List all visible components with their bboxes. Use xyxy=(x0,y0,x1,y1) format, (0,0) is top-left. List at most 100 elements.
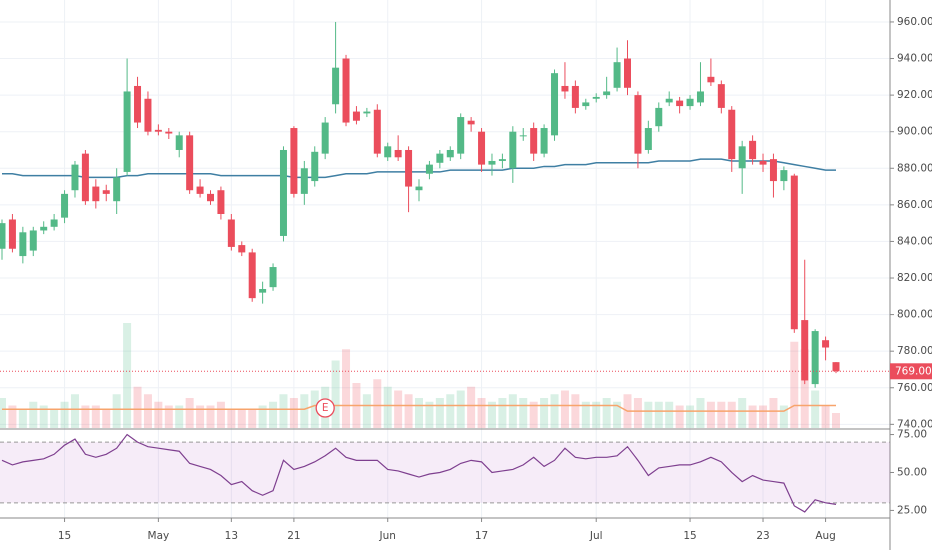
candle-body xyxy=(311,151,319,182)
volume-bar xyxy=(832,413,840,428)
candle-body xyxy=(196,186,204,194)
candle-body xyxy=(154,129,162,132)
candle-body xyxy=(332,67,340,105)
candle-body xyxy=(832,362,840,372)
volume-bar xyxy=(310,390,319,428)
candle-body xyxy=(811,331,819,385)
candle-body xyxy=(686,98,694,107)
candle-body xyxy=(624,58,631,88)
volume-ma-line xyxy=(2,404,836,412)
candle-body xyxy=(415,186,423,191)
candle-body xyxy=(238,245,246,253)
volume-bar xyxy=(487,401,496,428)
candle-body xyxy=(644,128,652,150)
x-tick-label: 21 xyxy=(287,530,300,542)
ma-line xyxy=(2,158,836,179)
volume-bar xyxy=(373,379,382,428)
candle-body xyxy=(571,85,579,108)
candle-body xyxy=(488,160,496,165)
candle-body xyxy=(801,320,809,381)
candle-body xyxy=(19,232,27,257)
x-tick-label: Jun xyxy=(379,530,396,542)
volume-bar xyxy=(269,401,278,428)
candle-body xyxy=(71,164,79,191)
x-tick-label: 17 xyxy=(475,530,488,542)
candle-body xyxy=(405,149,413,187)
volume-bar xyxy=(592,401,601,428)
candle-body xyxy=(790,175,798,330)
candle-body xyxy=(509,131,517,169)
candle-body xyxy=(342,58,350,123)
volume-bar xyxy=(206,405,215,428)
y2-tick-label: 75.00 xyxy=(897,429,927,441)
volume-bar xyxy=(560,390,569,428)
volume-bar xyxy=(331,360,340,428)
volume-bar xyxy=(29,401,38,428)
volume-bar xyxy=(133,386,142,428)
volume-bar xyxy=(248,409,257,428)
candle-body xyxy=(8,219,16,249)
volume-bar xyxy=(227,409,236,428)
volume-bar xyxy=(654,401,663,428)
volume-bar xyxy=(102,409,111,428)
volume-bar xyxy=(237,409,246,428)
y-tick-label: 900.00 xyxy=(897,126,932,138)
volume-bar xyxy=(81,405,90,428)
volume-bar xyxy=(216,401,225,428)
volume-bar xyxy=(738,398,747,428)
volume-bar xyxy=(0,398,6,428)
candle-body xyxy=(613,62,621,88)
last-price-label: 769.00 xyxy=(895,365,932,377)
volume-bar xyxy=(154,401,163,428)
volume-bar xyxy=(112,394,121,428)
volume-bar xyxy=(91,405,100,428)
volume-bar xyxy=(529,401,538,428)
candle-body xyxy=(759,160,767,165)
candle-body xyxy=(655,107,663,127)
volume-bar xyxy=(508,394,517,428)
y-tick-label: 760.00 xyxy=(897,382,932,394)
candle-body xyxy=(467,120,475,125)
volume-bar xyxy=(686,405,695,428)
volume-bar xyxy=(644,401,653,428)
candle-body xyxy=(822,340,830,348)
candle-body xyxy=(457,117,465,154)
y2-tick-label: 25.00 xyxy=(897,504,927,516)
volume-bar xyxy=(446,394,455,428)
candle-body xyxy=(290,128,298,194)
rsi-band xyxy=(0,442,890,503)
candle-body xyxy=(696,91,704,103)
volume-bar xyxy=(550,394,559,428)
candle-body xyxy=(259,288,267,293)
y-tick-label: 880.00 xyxy=(897,162,932,174)
x-tick-label: Aug xyxy=(815,530,836,542)
candle-body xyxy=(478,131,486,165)
volume-bar xyxy=(8,405,17,428)
volume-bar xyxy=(300,394,309,428)
candle-body xyxy=(551,73,559,136)
volume-bar xyxy=(498,398,507,428)
volume-bar xyxy=(727,401,736,428)
candle-body xyxy=(175,135,183,150)
candle-body xyxy=(81,153,89,202)
candle-body xyxy=(425,164,433,174)
y2-tick-label: 50.00 xyxy=(897,466,927,478)
volume-bar xyxy=(717,401,726,428)
volume-bar xyxy=(706,401,715,428)
candle-body xyxy=(40,226,48,231)
volume-bar xyxy=(519,398,528,428)
candle-body xyxy=(352,111,360,121)
volume-bar xyxy=(404,394,413,428)
y-tick-label: 800.00 xyxy=(897,309,932,321)
volume-bar xyxy=(633,398,642,428)
candle-body xyxy=(707,76,715,83)
candle-body xyxy=(248,252,256,299)
volume-bar xyxy=(279,394,288,428)
candle-body xyxy=(676,100,684,107)
candle-body xyxy=(634,95,642,154)
y-tick-label: 940.00 xyxy=(897,53,932,65)
y-tick-label: 780.00 xyxy=(897,345,932,357)
y-tick-label: 820.00 xyxy=(897,272,932,284)
volume-bar xyxy=(164,405,173,428)
volume-bar xyxy=(175,405,184,428)
